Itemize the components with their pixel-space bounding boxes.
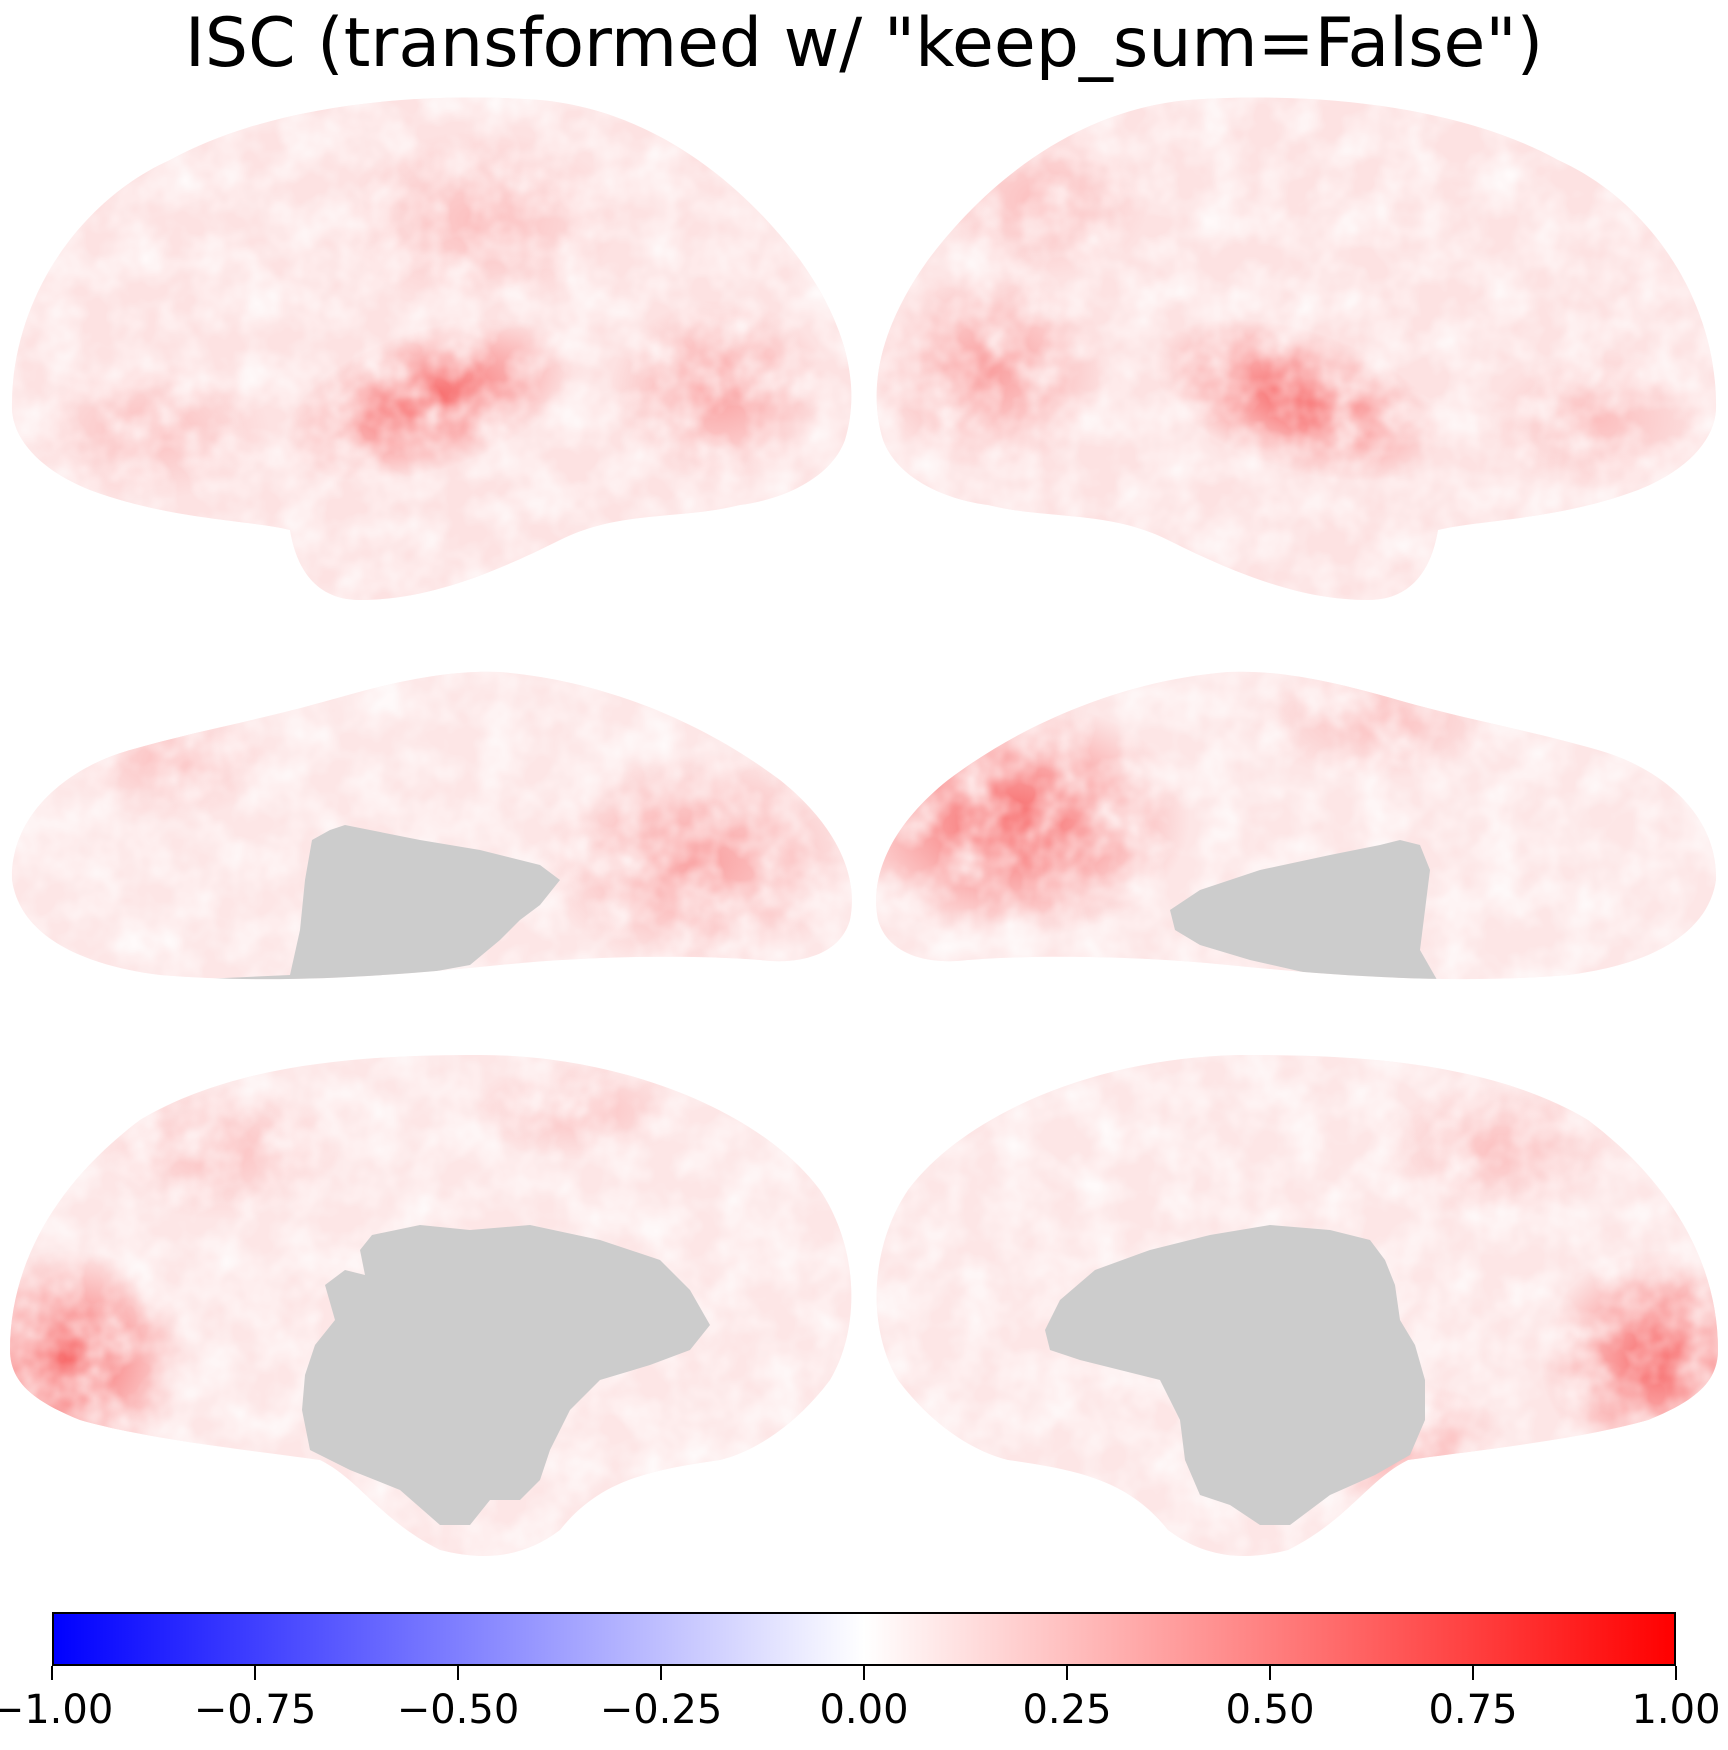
colorbar-tick-label: 0.75 xyxy=(1428,1687,1518,1733)
brain-view-left-medial xyxy=(10,1055,852,1556)
brain-view-right-ventral xyxy=(876,671,1717,980)
colorbar-tick xyxy=(457,1666,459,1680)
colorbar-tick-label: −0.50 xyxy=(396,1687,520,1733)
colorbar-tick-label: 0.25 xyxy=(1022,1687,1112,1733)
colorbar-tick xyxy=(1269,1666,1271,1680)
brain-view-left-ventral xyxy=(11,671,852,980)
colorbar-tick-label: 0.00 xyxy=(819,1687,909,1733)
colorbar-tick-label: −0.25 xyxy=(599,1687,723,1733)
colorbar xyxy=(52,1612,1676,1666)
brain-view-left-lateral xyxy=(11,97,852,600)
medial-wall-mask xyxy=(180,825,560,980)
colorbar-tick-label: 1.00 xyxy=(1631,1687,1721,1733)
brain-surface-views xyxy=(10,97,1718,1556)
colorbar-tick-label: −0.75 xyxy=(193,1687,317,1733)
colorbar-tick xyxy=(863,1666,865,1680)
medial-wall-mask xyxy=(1045,1225,1425,1525)
brain-view-right-medial xyxy=(876,1055,1718,1556)
medial-wall-mask xyxy=(302,1225,710,1525)
colorbar-tick xyxy=(1066,1666,1068,1680)
colorbar-tick xyxy=(1675,1666,1677,1680)
colorbar-tick xyxy=(660,1666,662,1680)
figure-title: ISC (transformed w/ "keep_sum=False") xyxy=(184,4,1544,83)
medial-wall-mask xyxy=(1170,840,1540,980)
colorbar-tick xyxy=(1472,1666,1474,1680)
colorbar-tick xyxy=(254,1666,256,1680)
brain-view-right-lateral xyxy=(876,97,1717,600)
colorbar-tick xyxy=(51,1666,53,1680)
colorbar-tick-label: −1.00 xyxy=(0,1687,114,1733)
colorbar-tick-label: 0.50 xyxy=(1225,1687,1315,1733)
